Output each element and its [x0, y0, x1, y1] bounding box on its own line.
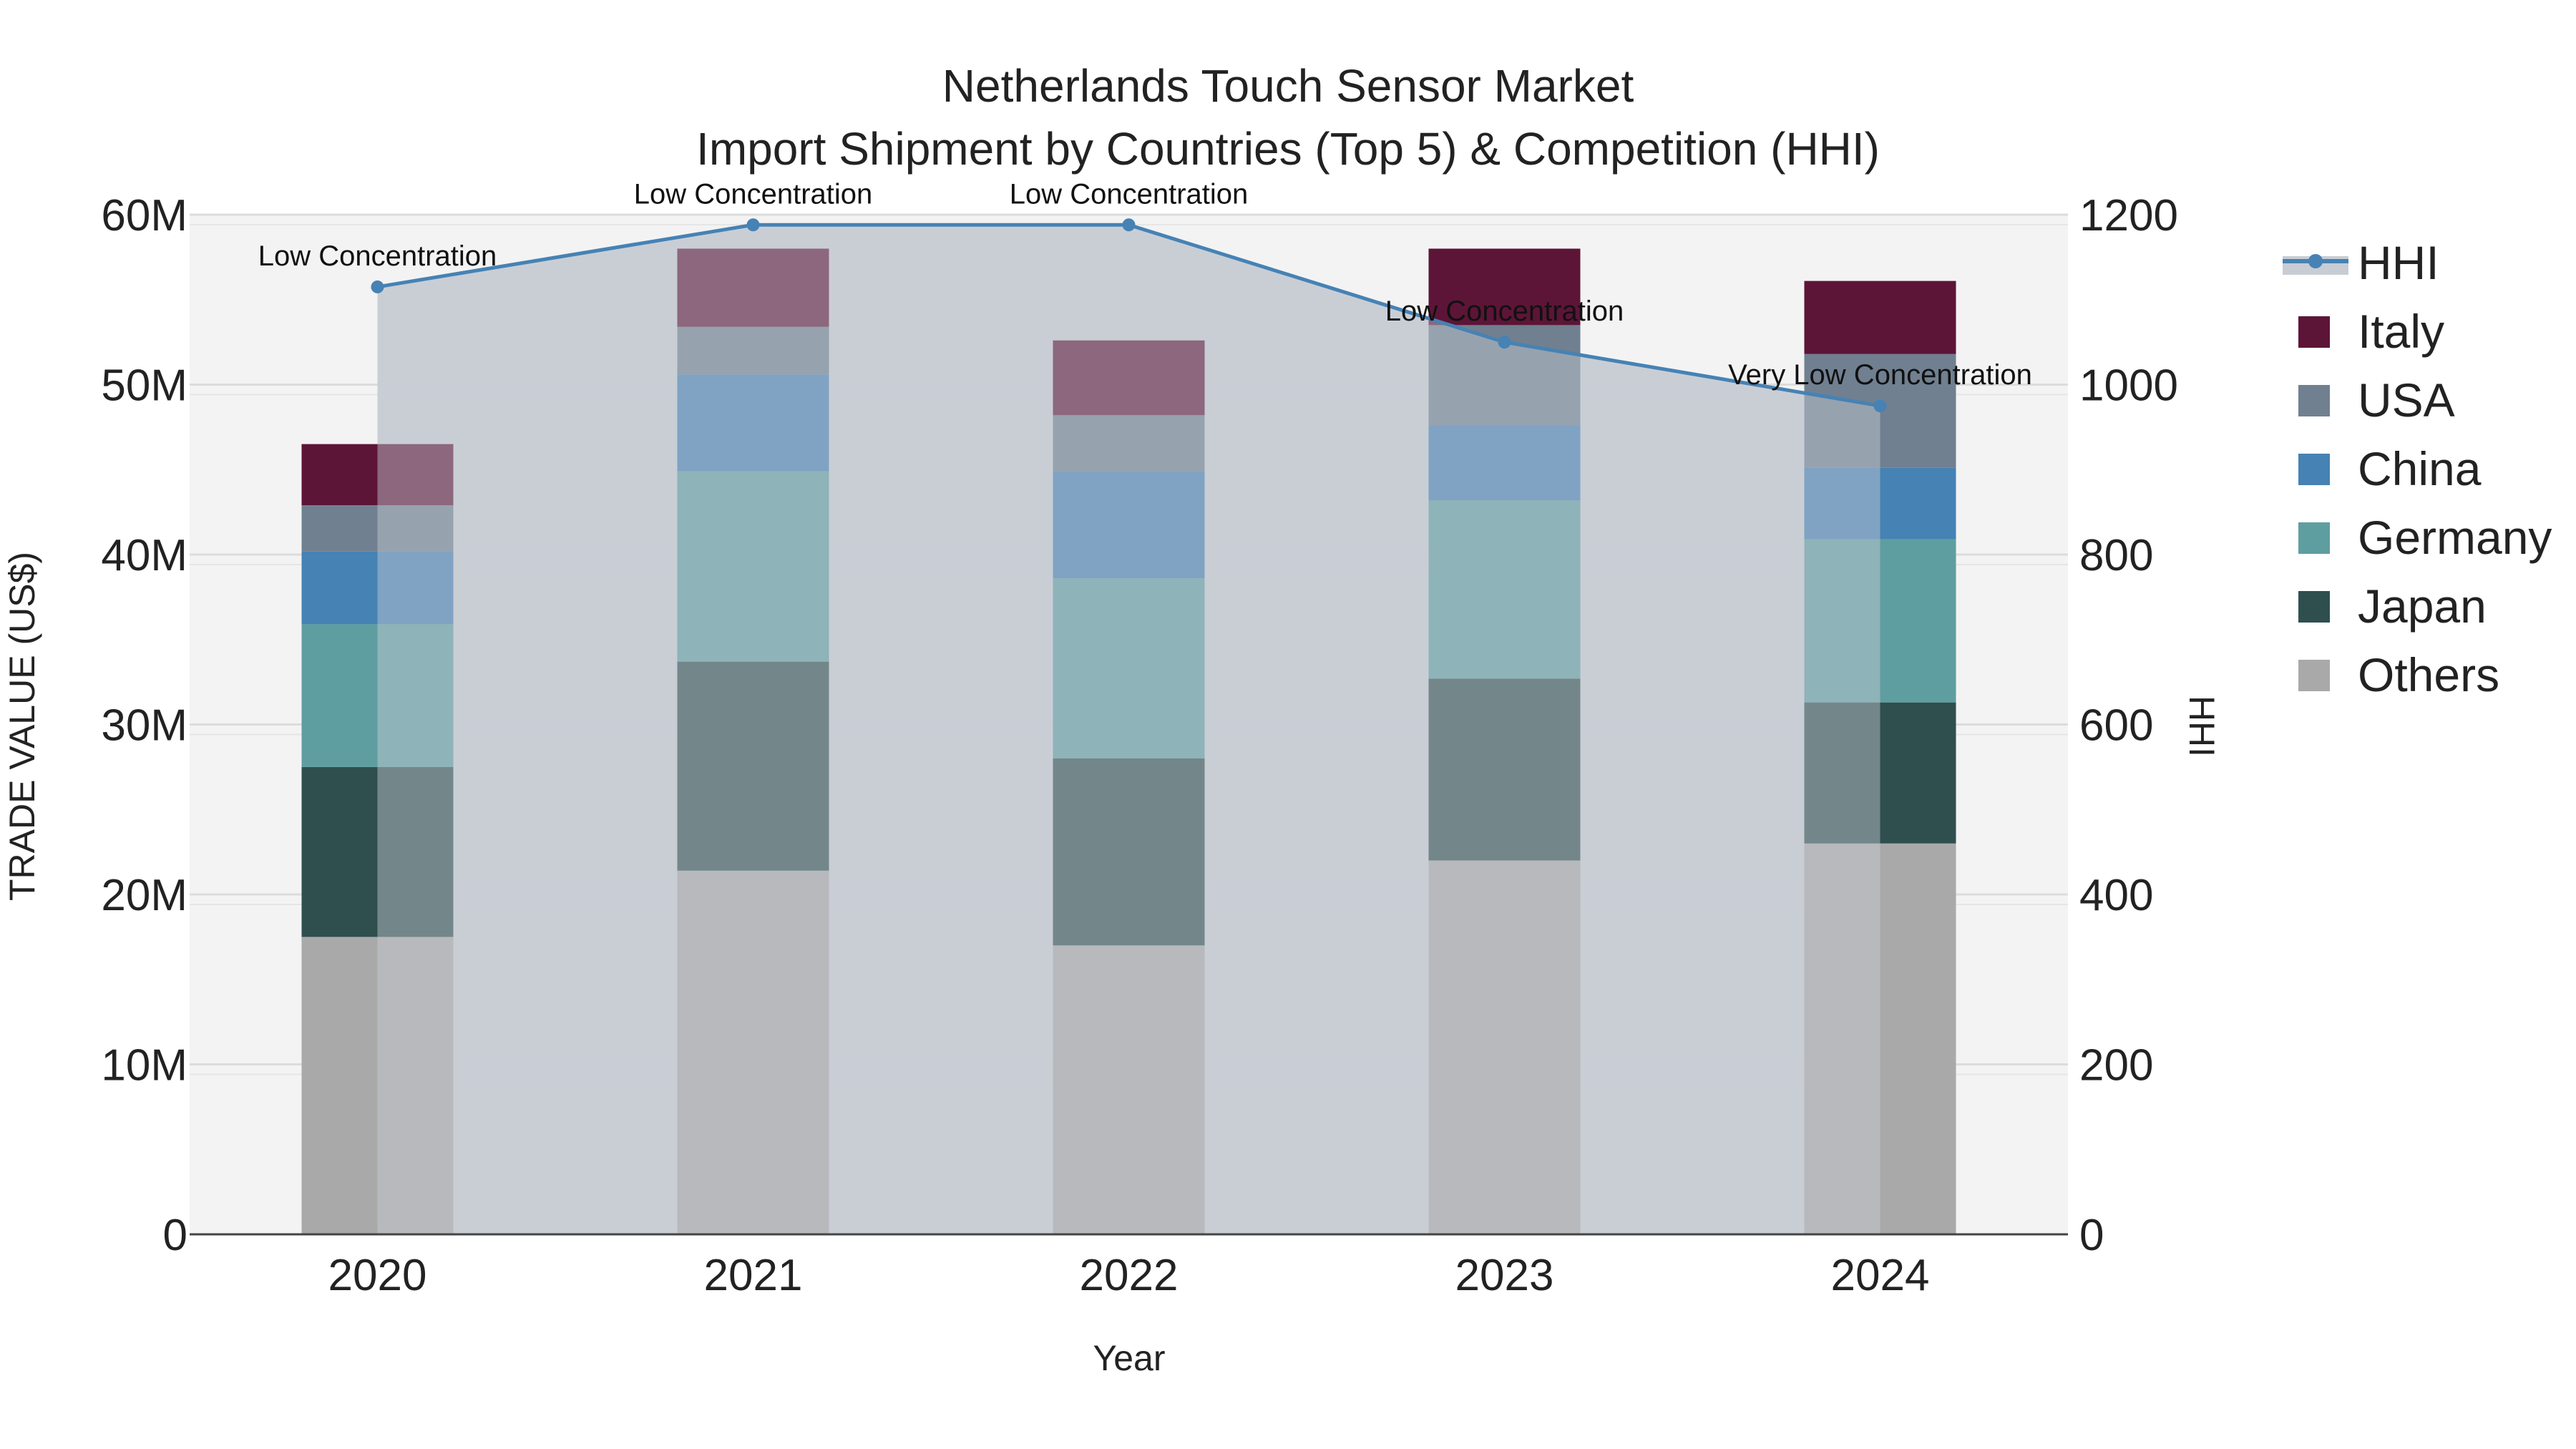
y2-tick-label: 1200 [2079, 191, 2178, 240]
y-tick-label: 40M [101, 531, 187, 580]
bar-stacks [301, 225, 1956, 1235]
hhi-annotation: Very Low Concentration [1728, 359, 2032, 391]
bar-japan-2020[interactable] [301, 766, 454, 937]
bar-usa-2020[interactable] [301, 505, 454, 552]
y-tick-label: 0 [163, 1211, 187, 1260]
legend-swatch [2298, 522, 2330, 554]
legend-item-hhi[interactable]: HHI [2283, 236, 2439, 289]
bar-stack-2022 [1053, 340, 1205, 1234]
legend: HHI Italy USA China Germany Japan Others [2283, 236, 2552, 701]
hhi-point-2024[interactable] [1873, 399, 1887, 413]
hhi-annotation: Low Concentration [258, 240, 497, 272]
bar-germany-2022[interactable] [1053, 578, 1205, 758]
hhi-point-2022[interactable] [1122, 218, 1136, 232]
legend-item-italy[interactable]: Italy [2298, 305, 2444, 358]
legend-swatch [2298, 316, 2330, 348]
bar-stack-2023 [1428, 248, 1581, 1235]
y-tick-label: 60M [101, 191, 187, 240]
legend-label: USA [2358, 374, 2455, 426]
y-tick-label: 10M [101, 1041, 187, 1091]
legend-swatch [2298, 591, 2330, 623]
y-tick-label: 50M [101, 361, 187, 411]
bar-japan-2024[interactable] [1804, 702, 1956, 844]
x-tick-label: 2020 [328, 1251, 427, 1300]
x-tick-label: 2022 [1080, 1251, 1179, 1300]
legend-label: Japan [2358, 580, 2487, 633]
legend-label: China [2358, 442, 2482, 495]
legend-item-germany[interactable]: Germany [2298, 511, 2552, 564]
bar-italy-2021[interactable] [677, 248, 829, 327]
y-axis-label: TRADE VALUE (US$) [2, 552, 42, 901]
bar-germany-2023[interactable] [1428, 500, 1581, 679]
legend-item-others[interactable]: Others [2298, 648, 2499, 701]
legend-label: Germany [2358, 511, 2552, 564]
hhi-annotation: Low Concentration [1385, 296, 1624, 327]
chart-subtitle: Import Shipment by Countries (Top 5) & C… [696, 123, 1880, 175]
bar-germany-2020[interactable] [301, 624, 454, 767]
y2-tick-label: 800 [2079, 531, 2153, 580]
y-tick-label: 30M [101, 701, 187, 751]
bar-italy-2024[interactable] [1804, 280, 1956, 354]
bar-usa-2021[interactable] [677, 326, 829, 375]
hhi-points [371, 218, 1887, 413]
x-axis-ticks: 2020 2021 2022 2023 2024 [328, 1251, 1930, 1300]
legend-swatch [2298, 660, 2330, 691]
hhi-point-2023[interactable] [1498, 336, 1511, 349]
legend-item-japan[interactable]: Japan [2298, 580, 2487, 633]
bar-stack-2024 [1804, 280, 1956, 1234]
x-tick-label: 2024 [1831, 1251, 1930, 1300]
bar-others-2020[interactable] [301, 937, 454, 1234]
legend-label: HHI [2358, 236, 2439, 289]
y2-tick-label: 1000 [2079, 361, 2178, 411]
bar-others-2023[interactable] [1428, 860, 1581, 1235]
bar-china-2024[interactable] [1804, 467, 1956, 540]
bar-japan-2021[interactable] [677, 661, 829, 871]
bar-japan-2022[interactable] [1053, 758, 1205, 946]
x-axis-label: Year [1093, 1338, 1165, 1378]
legend-swatch [2298, 385, 2330, 416]
hhi-annotation: Low Concentration [634, 178, 873, 210]
legend-label: Others [2358, 648, 2499, 701]
bar-japan-2023[interactable] [1428, 678, 1581, 861]
bar-italy-2022[interactable] [1053, 340, 1205, 416]
hhi-point-2021[interactable] [746, 218, 760, 232]
x-tick-label: 2021 [704, 1251, 803, 1300]
x-tick-label: 2023 [1455, 1251, 1554, 1300]
legend-swatch [2298, 454, 2330, 485]
legend-item-china[interactable]: China [2298, 442, 2482, 495]
bar-china-2021[interactable] [677, 374, 829, 472]
y2-tick-label: 0 [2079, 1211, 2104, 1260]
legend-item-usa[interactable]: USA [2298, 374, 2455, 426]
hhi-annotations: Low Concentration Low Concentration Low Co… [258, 178, 2032, 391]
y2-axis-ticks: 0 200 400 600 800 1000 1200 [2079, 191, 2178, 1260]
bar-stack-2021 [677, 248, 829, 1234]
legend-swatch-marker [2308, 254, 2323, 268]
hhi-area-overlay [377, 225, 1880, 1234]
hhi-point-2020[interactable] [371, 280, 384, 293]
bar-italy-2020[interactable] [301, 444, 454, 506]
bar-italy-2023[interactable] [1428, 248, 1581, 326]
chart-title: Netherlands Touch Sensor Market [942, 60, 1634, 112]
y-tick-label: 20M [101, 871, 187, 920]
bar-stack-2020 [301, 444, 454, 1234]
bar-usa-2022[interactable] [1053, 415, 1205, 472]
bar-others-2022[interactable] [1053, 945, 1205, 1234]
bar-china-2023[interactable] [1428, 425, 1581, 501]
bar-others-2021[interactable] [677, 870, 829, 1234]
bar-germany-2021[interactable] [677, 471, 829, 662]
legend-label: Italy [2358, 305, 2444, 358]
bar-germany-2024[interactable] [1804, 539, 1956, 703]
bar-china-2022[interactable] [1053, 471, 1205, 579]
y2-axis-label: HHI [2182, 696, 2222, 757]
bar-others-2024[interactable] [1804, 843, 1956, 1234]
y-axis-ticks: 0 10M 20M 30M 40M 50M 60M [101, 191, 187, 1260]
y2-tick-label: 200 [2079, 1041, 2153, 1091]
hhi-annotation: Low Concentration [1010, 178, 1249, 210]
bar-china-2020[interactable] [301, 551, 454, 625]
y2-tick-label: 400 [2079, 871, 2153, 920]
y2-tick-label: 600 [2079, 701, 2153, 751]
